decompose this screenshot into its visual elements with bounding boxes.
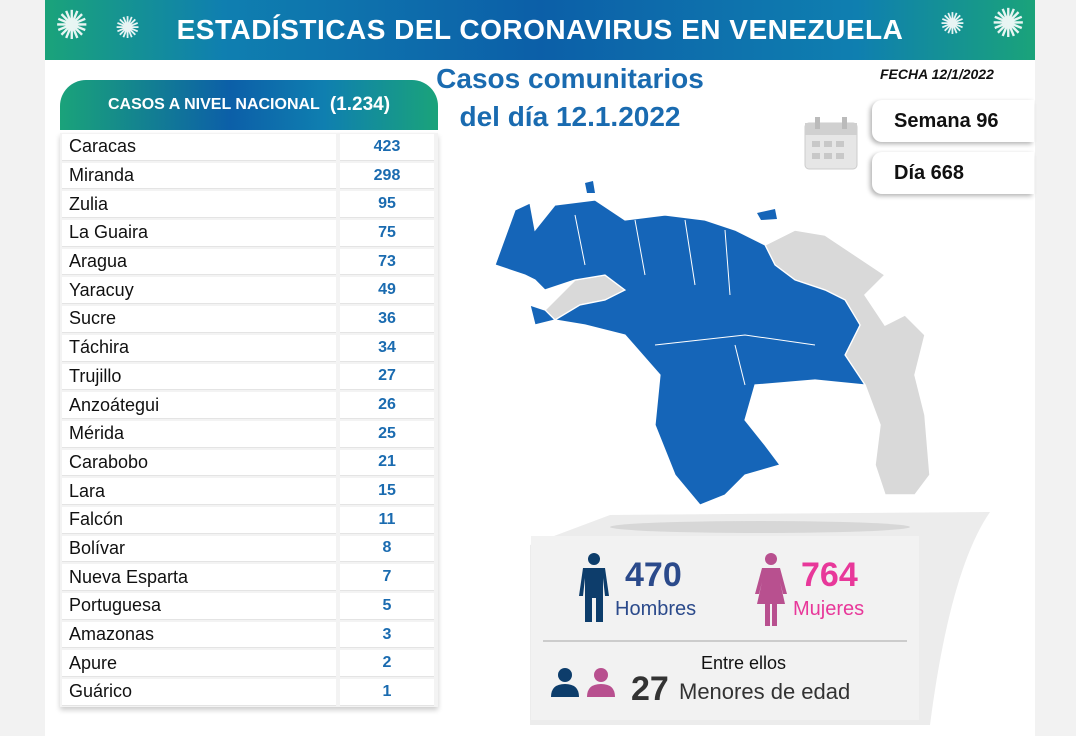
case-count: 3 <box>340 621 434 649</box>
case-count: 49 <box>340 277 434 305</box>
state-name: Apure <box>62 650 336 678</box>
cases-table: Caracas 423 Miranda 298 Zulia 95 La Guaira 75 Ar… <box>60 133 438 707</box>
state-name: Amazonas <box>62 621 336 649</box>
table-row: Guárico 1 <box>60 678 438 707</box>
case-count: 26 <box>340 392 434 419</box>
case-count: 95 <box>340 191 434 219</box>
state-name: Nueva Esparta <box>62 564 336 591</box>
mujeres-label: Mujeres <box>793 598 865 620</box>
venezuela-map <box>494 181 931 506</box>
case-count: 75 <box>340 220 434 247</box>
state-name: Mérida <box>62 420 336 448</box>
table-row: Falcón 11 <box>60 506 438 535</box>
day-badge: Día 668 <box>872 152 1034 194</box>
state-name: Carabobo <box>62 449 336 477</box>
case-count: 21 <box>340 449 434 477</box>
gender-stats-panel: 470 Hombres 764 Mujeres Entre ellos 27 M… <box>531 536 919 720</box>
case-count: 8 <box>340 535 434 563</box>
state-name: Caracas <box>62 134 336 161</box>
table-row: Carabobo 21 <box>60 449 438 478</box>
table-row: Bolívar 8 <box>60 535 438 564</box>
case-count: 34 <box>340 334 434 362</box>
person-icon <box>551 668 615 697</box>
mujeres-count: 764 <box>801 556 858 594</box>
case-count: 423 <box>340 134 434 161</box>
table-row: Caracas 423 <box>60 133 438 162</box>
state-name: Falcón <box>62 506 336 534</box>
table-row: Anzoátegui 26 <box>60 391 438 420</box>
table-row: Yaracuy 49 <box>60 276 438 305</box>
divider <box>543 640 907 642</box>
virus-icon: ✺ <box>939 8 965 41</box>
calendar-icon <box>804 117 858 170</box>
menores-count: 27 <box>631 670 669 708</box>
hombres-count: 470 <box>625 556 682 594</box>
state-name: Zulia <box>62 191 336 219</box>
state-name: Miranda <box>62 162 336 190</box>
case-count: 2 <box>340 650 434 678</box>
table-row: Apure 2 <box>60 649 438 678</box>
state-name: Anzoátegui <box>62 392 336 419</box>
entre-ellos-label: Entre ellos <box>701 653 787 673</box>
table-header-label: CASOS A NIVEL NACIONAL <box>107 96 320 113</box>
table-row: Sucre 36 <box>60 305 438 334</box>
map-blue <box>494 199 867 506</box>
header-banner: ✺ ✺ ESTADÍSTICAS DEL CORONAVIRUS EN VENE… <box>45 0 1035 60</box>
case-count: 15 <box>340 478 434 505</box>
state-name: La Guaira <box>62 220 336 247</box>
table-row: Nueva Esparta 7 <box>60 563 438 592</box>
main-title: Casos comunitarios del día 12.1.2022 <box>420 60 720 136</box>
man-icon <box>579 553 609 622</box>
table-row: Mérida 25 <box>60 420 438 449</box>
table-header: CASOS A NIVEL NACIONAL (1.234) <box>60 80 438 130</box>
case-count: 11 <box>340 506 434 534</box>
table-row: La Guaira 75 <box>60 219 438 248</box>
state-name: Lara <box>62 478 336 505</box>
page-title: ESTADÍSTICAS DEL CORONAVIRUS EN VENEZUEL… <box>176 14 904 45</box>
table-row: Lara 15 <box>60 477 438 506</box>
table-row: Táchira 34 <box>60 334 438 363</box>
case-count: 1 <box>340 679 434 706</box>
virus-icon: ✺ <box>55 4 89 48</box>
case-count: 298 <box>340 162 434 190</box>
woman-icon <box>755 553 787 626</box>
virus-icon: ✺ <box>991 2 1025 46</box>
virus-icon: ✺ <box>115 12 141 45</box>
title-line-1: Casos comunitarios <box>436 63 704 94</box>
state-name: Yaracuy <box>62 277 336 305</box>
case-count: 25 <box>340 420 434 448</box>
case-count: 5 <box>340 593 434 620</box>
state-name: Portuguesa <box>62 593 336 620</box>
state-name: Táchira <box>62 334 336 362</box>
case-count: 73 <box>340 248 434 276</box>
date-label: FECHA 12/1/2022 <box>880 66 994 82</box>
table-row: Aragua 73 <box>60 248 438 277</box>
table-row: Portuguesa 5 <box>60 592 438 621</box>
state-name: Bolívar <box>62 535 336 563</box>
hombres-label: Hombres <box>615 598 697 620</box>
state-name: Trujillo <box>62 363 336 391</box>
table-row: Trujillo 27 <box>60 363 438 392</box>
case-count: 36 <box>340 306 434 333</box>
week-badge: Semana 96 <box>872 100 1034 142</box>
title-line-2: del día 12.1.2022 <box>459 101 681 132</box>
table-row: Zulia 95 <box>60 190 438 219</box>
table-row: Miranda 298 <box>60 162 438 191</box>
table-header-total: (1.234) <box>329 94 391 115</box>
state-name: Aragua <box>62 248 336 276</box>
case-count: 7 <box>340 564 434 591</box>
menores-label: Menores de edad <box>679 679 851 704</box>
state-name: Sucre <box>62 306 336 333</box>
table-row: Amazonas 3 <box>60 621 438 650</box>
state-name: Guárico <box>62 679 336 706</box>
case-count: 27 <box>340 363 434 391</box>
